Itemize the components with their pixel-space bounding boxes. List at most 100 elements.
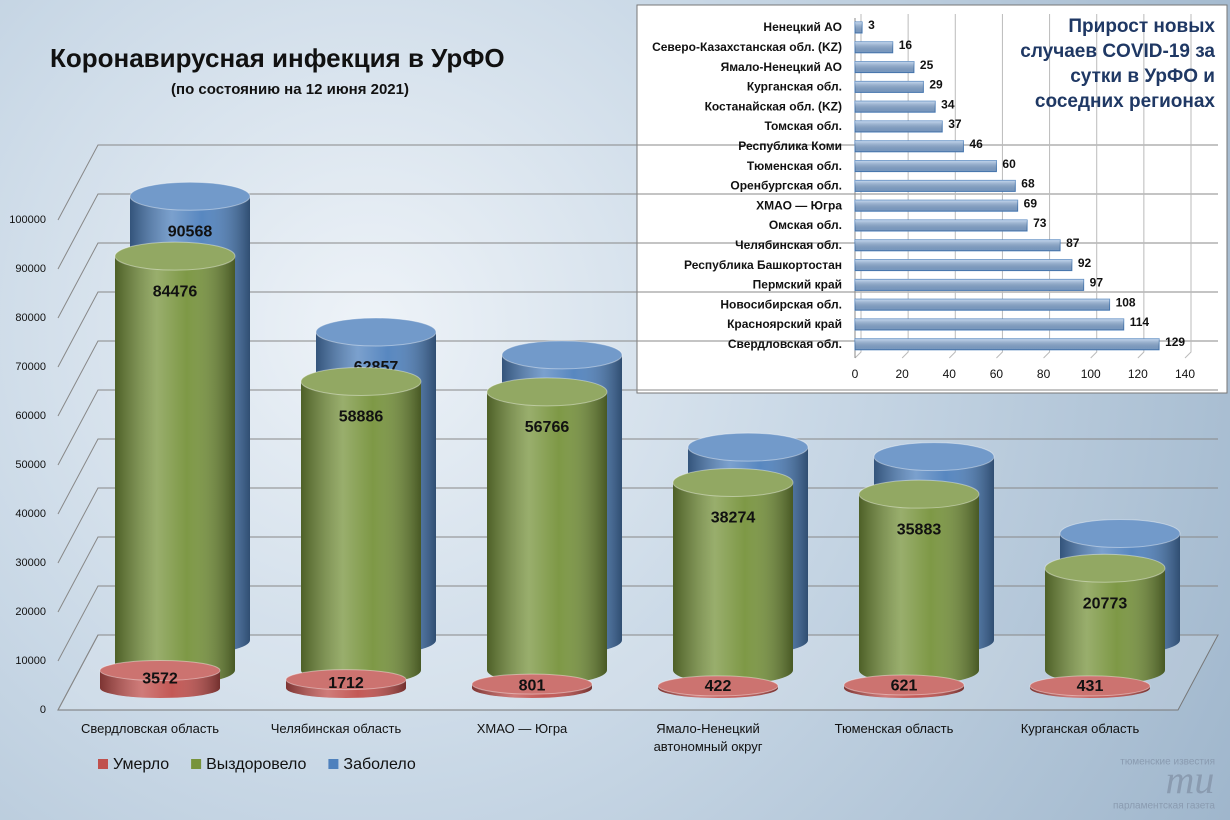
value-label: 34 <box>941 97 955 111</box>
cylinder-top-light <box>487 377 607 406</box>
cylinder-shade <box>673 482 793 684</box>
y-tick-label: Омская обл. <box>769 218 842 232</box>
cylinder-top <box>315 317 437 347</box>
x-tick-label: 0 <box>852 367 859 381</box>
x-tick-label: Курганская область <box>1020 721 1140 736</box>
bar-shade <box>855 319 1124 330</box>
y-tick-label: 30000 <box>15 557 46 569</box>
value-label: 1712 <box>328 675 364 692</box>
cylinder-top-light <box>874 442 994 471</box>
value-label: 108 <box>1116 295 1136 309</box>
bar-shade <box>855 81 924 93</box>
y-tick-label: 90000 <box>15 263 46 275</box>
legend-label: Выздоровело <box>206 756 306 773</box>
cylinder-top-light <box>1045 554 1165 583</box>
cylinder-top <box>657 675 779 697</box>
cylinder-top <box>858 479 980 509</box>
bar-shade <box>855 22 863 33</box>
cylinder-top-light <box>502 340 622 369</box>
cylinder-top-light <box>100 660 220 681</box>
bar-shade <box>855 220 1028 231</box>
grid-line <box>57 340 1218 417</box>
x-tick-label: Ямало-Ненецкий автономный округ <box>653 721 763 754</box>
value-label: 97 <box>1090 276 1104 290</box>
y-tick-label: 100000 <box>9 214 46 226</box>
cylinder-top <box>873 442 995 472</box>
y-tick-label: 60000 <box>15 410 46 422</box>
bar-shade <box>855 101 936 113</box>
y-tick-label: Тюменская обл. <box>747 159 842 173</box>
watermark-top: тюменские известия <box>1120 757 1215 768</box>
x-tick-label: Тюменская область <box>834 721 954 736</box>
cylinder-top <box>486 377 608 407</box>
x-tick-label: 20 <box>895 367 909 381</box>
cylinder-top-light <box>130 182 250 211</box>
value-label: 114 <box>1130 315 1150 329</box>
cylinder-top <box>300 366 422 396</box>
bar-shade <box>855 180 1016 192</box>
legend-swatch <box>98 759 108 769</box>
value-label: 3 <box>868 18 875 32</box>
cylinder-top-light <box>286 669 406 690</box>
cylinder-top-light <box>1030 675 1150 696</box>
bar-shade <box>855 338 1160 350</box>
cylinder-top <box>471 673 593 695</box>
grid-line <box>57 438 1218 515</box>
bar-shade <box>855 41 893 53</box>
value-label: 29 <box>929 78 943 92</box>
bar-shade <box>855 259 1072 271</box>
x-tick-label: 140 <box>1175 367 1195 381</box>
y-tick-label: Оренбургская обл. <box>730 179 842 193</box>
cylinder-top <box>1044 553 1166 583</box>
value-label: 56766 <box>525 419 570 436</box>
value-label: 68 <box>1021 177 1035 191</box>
y-tick-label: 10000 <box>15 655 46 667</box>
y-tick-label: Северо-Казахстанская обл. (KZ) <box>652 40 842 54</box>
bar-shade <box>855 140 964 152</box>
bar-shade <box>855 239 1061 251</box>
grid-line <box>57 144 1218 221</box>
grid-line <box>1184 14 1192 359</box>
value-label: 25 <box>920 58 934 72</box>
bar-shade <box>855 160 997 172</box>
grid-line <box>57 193 1218 270</box>
legend-label: Умерло <box>113 756 169 773</box>
y-tick-label: Красноярский край <box>727 317 842 331</box>
value-label: 801 <box>519 677 546 694</box>
x-tick-label: Челябинская область <box>270 721 402 736</box>
cylinder-top <box>114 241 236 271</box>
y-tick-label: Ямало-Ненецкий АО <box>721 60 842 74</box>
cylinder-top-light <box>1060 519 1180 548</box>
value-label: 60 <box>1002 157 1016 171</box>
x-tick-label: 100 <box>1081 367 1101 381</box>
value-label: 621 <box>891 678 918 695</box>
cylinder-top <box>285 669 407 691</box>
cylinder-top-light <box>859 480 979 509</box>
value-label: 3572 <box>142 670 178 687</box>
value-label: 58886 <box>339 409 384 426</box>
y-tick-label: 70000 <box>15 361 46 373</box>
cylinder-shade <box>859 494 979 684</box>
x-tick-label: ХМАО — Югра <box>476 721 568 736</box>
value-label: 422 <box>705 678 732 695</box>
inset-title: Прирост новых случаев COVID-19 за сутки … <box>1020 16 1215 112</box>
value-label: 431 <box>1077 678 1104 695</box>
value-label: 90568 <box>168 223 213 240</box>
cylinder-top <box>1059 518 1181 548</box>
cylinder-shade <box>487 391 607 684</box>
bar-shade <box>855 279 1084 291</box>
legend-label: Заболело <box>343 756 415 773</box>
y-tick-label: Томская обл. <box>764 119 842 133</box>
y-tick-label: Новосибирская обл. <box>720 297 842 311</box>
x-tick-label: 80 <box>1037 367 1051 381</box>
y-tick-label: Свердловская обл. <box>728 337 842 351</box>
value-label: 87 <box>1066 236 1080 250</box>
watermark-logo: ти <box>1166 757 1215 802</box>
cylinder-top <box>129 181 251 211</box>
grid-line <box>57 536 1218 613</box>
cylinder-shade <box>115 256 235 684</box>
y-tick-label: ХМАО — Югра <box>756 198 842 212</box>
y-tick-label: 40000 <box>15 508 46 520</box>
bar-shade <box>855 299 1110 311</box>
y-tick-label: Ненецкий АО <box>763 20 842 34</box>
